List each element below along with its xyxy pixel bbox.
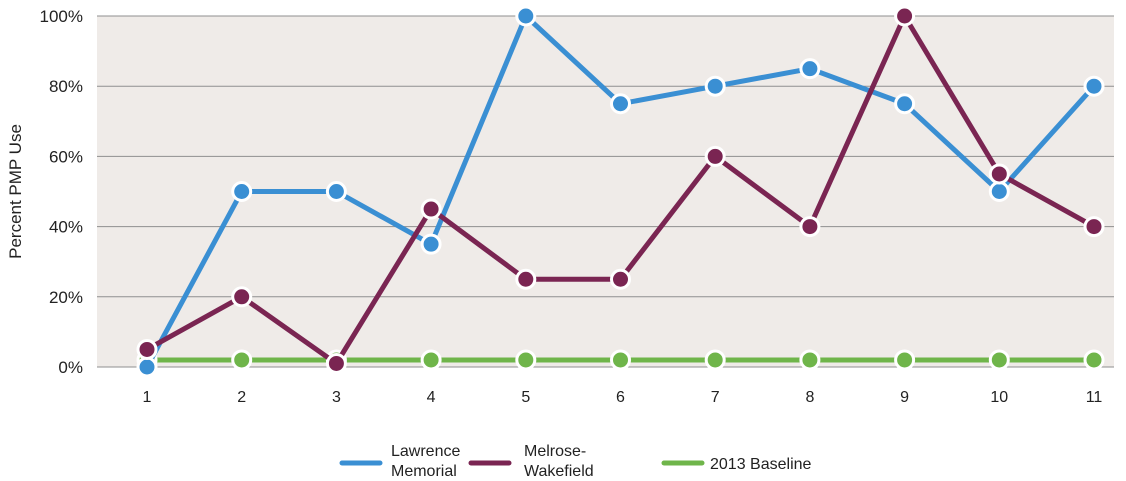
data-point <box>420 198 442 220</box>
legend-label: Memorial <box>391 463 457 480</box>
legend-label: Lawrence <box>391 443 460 460</box>
data-point <box>799 58 821 80</box>
legend-item: Melrose- Wakefield <box>468 443 594 480</box>
data-point <box>231 349 253 371</box>
y-tick-label: 60% <box>49 147 83 166</box>
data-point <box>1083 216 1105 238</box>
data-point <box>988 163 1010 185</box>
series-1 <box>136 5 1105 378</box>
x-tick-label: 4 <box>427 389 436 406</box>
x-tick-label: 11 <box>1086 389 1103 406</box>
data-point <box>799 216 821 238</box>
x-tick-label: 2 <box>237 389 246 406</box>
y-tick-label: 40% <box>49 218 83 237</box>
data-point <box>1083 75 1105 97</box>
legend-label: Melrose- <box>524 443 586 460</box>
x-tick-label: 9 <box>900 389 909 406</box>
data-point <box>325 181 347 202</box>
x-tick-label: 1 <box>143 389 152 406</box>
data-point <box>704 349 726 371</box>
data-point <box>136 338 158 360</box>
data-point <box>136 356 158 378</box>
data-point <box>610 349 631 371</box>
x-tick-label: 5 <box>521 389 530 406</box>
y-tick-label: 80% <box>49 77 83 96</box>
y-tick-label: 20% <box>49 288 83 307</box>
data-point <box>325 352 347 374</box>
data-point <box>231 181 253 202</box>
data-point <box>988 181 1010 202</box>
x-axis-ticks: 1 2 3 4 5 6 7 8 9 10 11 <box>143 389 1103 406</box>
data-point <box>610 93 631 115</box>
data-point <box>799 349 821 371</box>
legend-item: 2013 Baseline <box>661 456 812 473</box>
gridlines <box>97 15 1114 368</box>
data-point <box>231 286 253 308</box>
y-tick-label: 0% <box>58 358 83 377</box>
data-point <box>420 349 442 371</box>
x-tick-label: 10 <box>990 389 1008 406</box>
x-tick-label: 7 <box>711 389 720 406</box>
data-point <box>894 5 916 27</box>
data-point <box>988 349 1010 371</box>
legend-label: 2013 Baseline <box>710 456 812 473</box>
data-point <box>1083 349 1105 371</box>
data-point <box>515 5 537 27</box>
data-point <box>610 268 631 290</box>
y-tick-label: 100% <box>40 7 83 26</box>
x-tick-label: 6 <box>616 389 625 406</box>
data-point <box>420 233 442 255</box>
data-point <box>704 145 726 167</box>
x-tick-label: 3 <box>332 389 341 406</box>
data-point <box>704 75 726 97</box>
x-tick-label: 8 <box>805 389 814 406</box>
data-point <box>894 349 916 371</box>
data-point <box>894 93 916 115</box>
series-2 <box>136 5 1105 374</box>
series-group <box>136 5 1105 378</box>
legend: Lawrence Memorial Melrose- Wakefield 2013 Ba… <box>339 443 812 480</box>
legend-item: Lawrence Memorial <box>339 443 460 480</box>
legend-label: Wakefield <box>524 463 594 480</box>
data-point <box>515 349 537 371</box>
y-axis-ticks: 0% 20% 40% 60% 80% 100% <box>40 7 83 377</box>
data-point <box>515 268 537 290</box>
y-axis-title: Percent PMP Use <box>6 124 25 259</box>
